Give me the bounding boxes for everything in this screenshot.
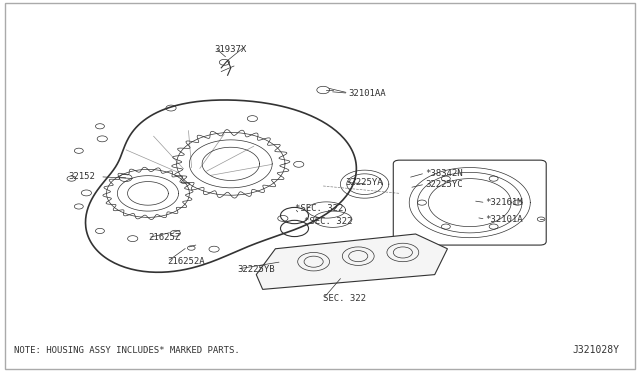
Text: *SEC. 322: *SEC. 322 xyxy=(294,203,343,213)
Text: 32225YB: 32225YB xyxy=(237,264,275,273)
Text: 32101AA: 32101AA xyxy=(349,89,387,98)
Text: J321028Y: J321028Y xyxy=(573,345,620,355)
Text: SEC. 322: SEC. 322 xyxy=(323,294,366,303)
Polygon shape xyxy=(256,234,447,289)
Text: NOTE: HOUSING ASSY INCLUDES* MARKED PARTS.: NOTE: HOUSING ASSY INCLUDES* MARKED PART… xyxy=(14,346,240,355)
Text: 32152: 32152 xyxy=(68,172,95,181)
Text: 32225YA: 32225YA xyxy=(346,178,383,187)
Text: *32101A: *32101A xyxy=(486,215,524,224)
Text: 31937X: 31937X xyxy=(215,45,247,54)
Text: 21625Z: 21625Z xyxy=(148,233,180,242)
Text: *SEC. 322: *SEC. 322 xyxy=(304,217,353,225)
Text: 32225YC: 32225YC xyxy=(425,180,463,189)
Text: 216252A: 216252A xyxy=(167,257,205,266)
Text: *32161M: *32161M xyxy=(486,198,524,207)
Text: *38342N: *38342N xyxy=(425,169,463,177)
